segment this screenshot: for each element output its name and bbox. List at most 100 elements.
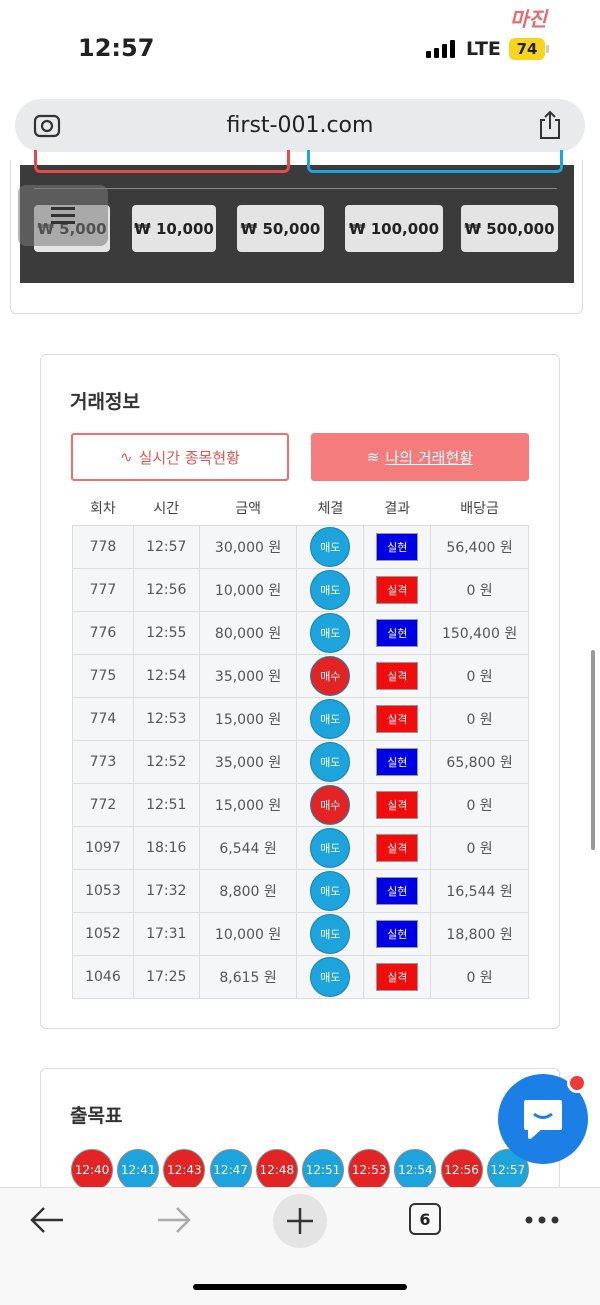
sell-button[interactable] xyxy=(34,150,290,173)
side-cell: 매도 xyxy=(296,869,365,913)
plus-icon[interactable] xyxy=(285,1206,315,1236)
new-tab-button[interactable] xyxy=(273,1194,327,1248)
result-badge: 실현 xyxy=(376,748,419,776)
result-badge: 실현 xyxy=(376,619,419,647)
forward-icon[interactable] xyxy=(155,1204,193,1236)
result-badge: 실격 xyxy=(376,576,419,604)
time: 12:52 xyxy=(132,740,200,784)
round: 1052 xyxy=(72,912,134,956)
payout: 0 원 xyxy=(430,955,529,999)
round: 773 xyxy=(72,740,134,784)
payout: 65,800 원 xyxy=(430,740,529,784)
amount: 80,000 원 xyxy=(198,611,298,655)
column-header: 회차 xyxy=(90,501,116,517)
menu-overlay[interactable] xyxy=(18,185,108,246)
amount: 8,615 원 xyxy=(198,955,298,999)
side-badge: 매도 xyxy=(310,914,351,954)
side-cell: 매도 xyxy=(296,955,365,999)
trade-row: 772 12:51 15,000 원 매수 실격 0 원 xyxy=(72,783,529,827)
side-badge: 매도 xyxy=(310,828,351,868)
amount: 10,000 원 xyxy=(198,568,298,612)
tab-mine[interactable]: ≋ 나의 거래현황 xyxy=(311,433,529,481)
payout: 16,544 원 xyxy=(430,869,529,913)
result-cell: 실격 xyxy=(363,654,432,698)
payout: 18,800 원 xyxy=(430,912,529,956)
round: 776 xyxy=(72,611,134,655)
history-badge: 12:48 xyxy=(255,1149,298,1191)
trade-table: 회차 시간 금액 체결 결과 배당금 778 12:57 30,000 원 매도 실현 56,400… xyxy=(72,491,529,999)
payout: 150,400 원 xyxy=(430,611,529,655)
trade-row: 1053 17:32 8,800 원 매도 실현 16,544 원 xyxy=(72,869,529,913)
trade-row: 775 12:54 35,000 원 매수 실격 0 원 xyxy=(72,654,529,698)
payout: 0 원 xyxy=(430,783,529,827)
amount: 15,000 원 xyxy=(198,697,298,741)
side-cell: 매도 xyxy=(296,525,365,569)
amount: 30,000 원 xyxy=(198,525,298,569)
result-badge: 실현 xyxy=(376,877,419,905)
share-icon[interactable] xyxy=(536,110,564,140)
round: 772 xyxy=(72,783,134,827)
side-cell: 매도 xyxy=(296,568,365,612)
result-cell: 실현 xyxy=(363,740,432,784)
time: 12:57 xyxy=(132,525,200,569)
home-indicator xyxy=(193,1284,407,1290)
result-badge: 실현 xyxy=(376,533,419,561)
result-cell: 실현 xyxy=(363,869,432,913)
result-badge: 실격 xyxy=(376,705,419,733)
history-badge: 12:47 xyxy=(209,1149,252,1191)
tabs-button[interactable]: 6 xyxy=(409,1203,441,1235)
clock: 12:57 xyxy=(78,34,155,62)
time: 12:56 xyxy=(132,568,200,612)
scrollbar xyxy=(591,650,595,850)
signal-icon xyxy=(426,40,455,58)
url-bar[interactable]: first-001.com xyxy=(15,99,585,152)
section-title: 출목표 xyxy=(70,1105,123,1127)
side-cell: 매도 xyxy=(296,740,365,784)
payout: 56,400 원 xyxy=(430,525,529,569)
trade-row: 773 12:52 35,000 원 매도 실현 65,800 원 xyxy=(72,740,529,784)
side-badge: 매도 xyxy=(310,570,351,610)
buy-button[interactable] xyxy=(307,150,563,173)
history-badge: 12:41 xyxy=(117,1149,160,1191)
battery-tip xyxy=(546,45,549,53)
time: 17:31 xyxy=(132,912,200,956)
battery: 74 xyxy=(509,38,545,60)
time: 18:16 xyxy=(132,826,200,870)
time: 12:51 xyxy=(132,783,200,827)
side-cell: 매도 xyxy=(296,826,365,870)
side-badge: 매도 xyxy=(310,699,351,739)
lens-icon[interactable] xyxy=(33,112,61,140)
amount-button[interactable]: ₩ 100,000 xyxy=(345,205,443,252)
amount-button[interactable]: ₩ 50,000 xyxy=(237,205,324,252)
amount-button[interactable]: ₩ 10,000 xyxy=(132,205,216,252)
side-cell: 매도 xyxy=(296,697,365,741)
payout: 0 원 xyxy=(430,654,529,698)
menu-icon[interactable] xyxy=(18,185,108,246)
side-badge: 매도 xyxy=(310,871,351,911)
side-cell: 매도 xyxy=(296,912,365,956)
side-badge: 매도 xyxy=(310,527,351,567)
side-badge: 매도 xyxy=(310,613,351,653)
tab-label[interactable]: 실시간 종목현황 xyxy=(138,448,240,467)
tab-label[interactable]: 나의 거래현황 xyxy=(385,448,474,467)
more-icon[interactable] xyxy=(524,1214,560,1226)
section-title: 거래정보 xyxy=(70,391,140,413)
divider xyxy=(34,188,557,189)
tab-realtime[interactable]: ∿ 실시간 종목현황 xyxy=(71,433,289,481)
amount-button[interactable]: ₩ 500,000 xyxy=(461,205,558,252)
side-cell: 매수 xyxy=(296,654,365,698)
result-badge: 실격 xyxy=(376,834,419,862)
amount: 15,000 원 xyxy=(198,783,298,827)
back-icon[interactable] xyxy=(28,1204,66,1236)
card xyxy=(10,160,583,314)
chat-icon[interactable] xyxy=(518,1094,568,1144)
history-badge: 12:56 xyxy=(440,1149,483,1191)
result-badge: 실격 xyxy=(376,963,419,991)
payout: 0 원 xyxy=(430,697,529,741)
side-badge: 매도 xyxy=(310,957,351,997)
history-badge: 12:54 xyxy=(394,1149,437,1191)
trade-row: 777 12:56 10,000 원 매도 실격 0 원 xyxy=(72,568,529,612)
result-cell: 실격 xyxy=(363,697,432,741)
chat-badge xyxy=(567,1073,587,1093)
